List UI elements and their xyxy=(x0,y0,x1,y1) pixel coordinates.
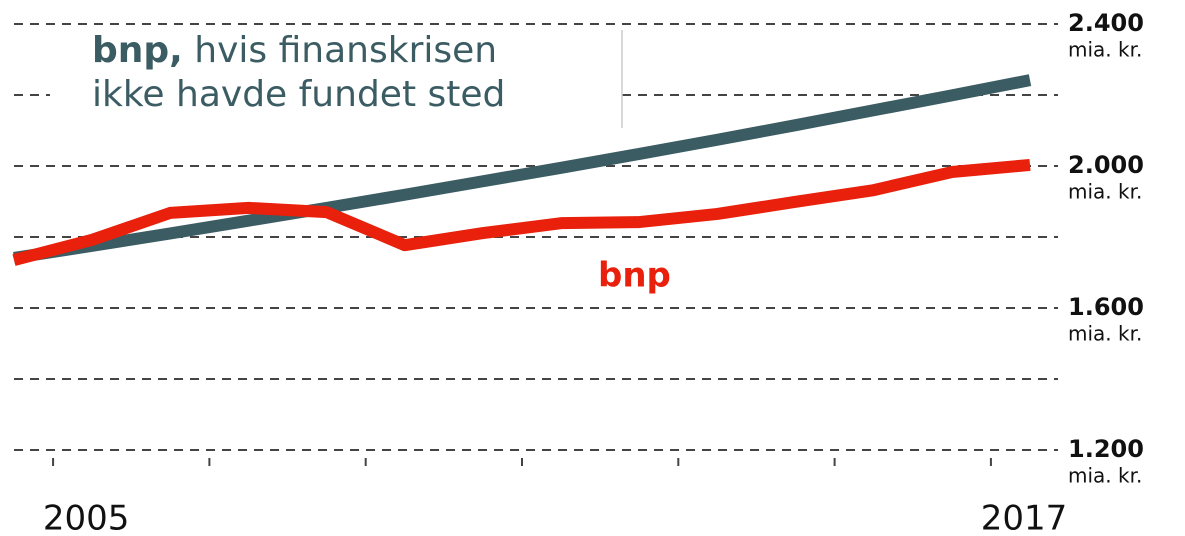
y-tick-label: 1.200 xyxy=(1068,435,1144,463)
y-tick-label: 2.400 xyxy=(1068,9,1144,37)
y-unit-label: mia. kr. xyxy=(1068,180,1142,204)
legend-label: bnp, hvis finanskrisen xyxy=(92,30,497,71)
y-unit-label: mia. kr. xyxy=(1068,322,1142,346)
series-line xyxy=(13,74,1032,264)
legend-box xyxy=(50,28,622,128)
grid xyxy=(14,23,1058,451)
series-line xyxy=(12,158,1031,266)
legend-rest: hvis finanskrisen xyxy=(194,30,497,71)
y-tick-label: 2.000 xyxy=(1068,151,1144,179)
y-tick-label: 1.600 xyxy=(1068,293,1144,321)
legend-bold: bnp, xyxy=(92,30,183,71)
series-label: bnp xyxy=(598,256,671,296)
legend-label: ikke havde fundet sted xyxy=(92,74,505,115)
x-tick-label: 2017 xyxy=(981,499,1068,536)
x-tick-label: 2005 xyxy=(43,499,130,536)
y-unit-label: mia. kr. xyxy=(1068,464,1142,488)
y-unit-label: mia. kr. xyxy=(1068,38,1142,62)
